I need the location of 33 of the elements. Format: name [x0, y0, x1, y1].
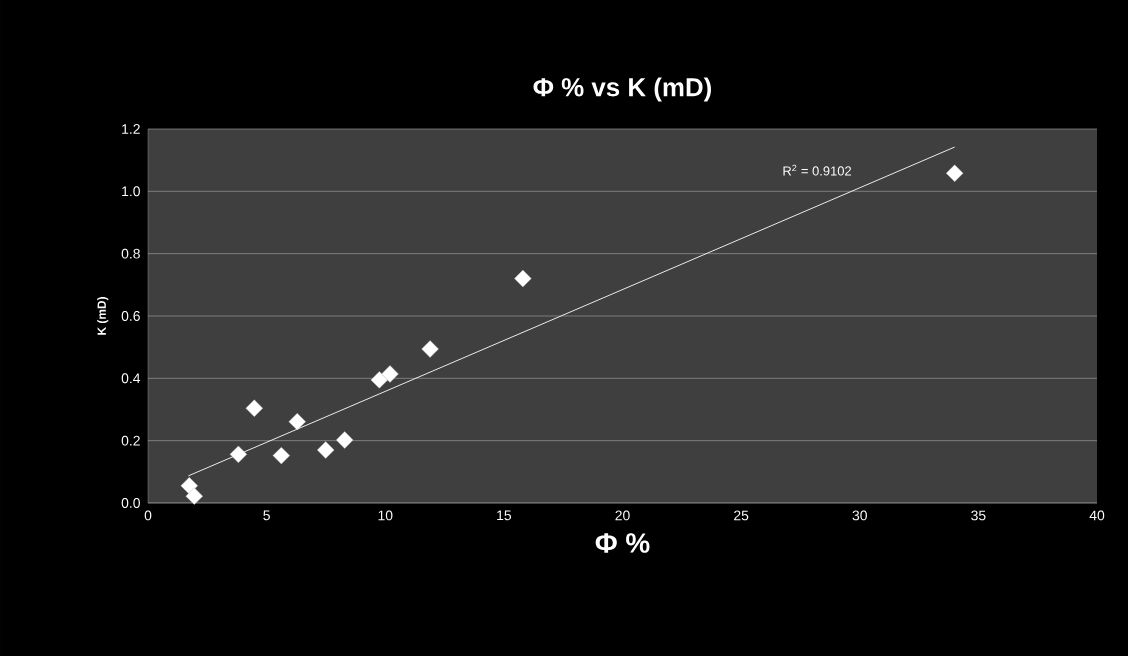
x-tick-label: 20 [615, 510, 630, 521]
x-tick-label: 10 [378, 510, 393, 521]
point [317, 441, 335, 459]
y-axis-title: K (mD) [97, 297, 109, 335]
annotation: R$^{2}$ = 0.9102 [783, 164, 852, 176]
point [421, 340, 439, 358]
point [381, 365, 399, 383]
point [370, 371, 388, 389]
y-tick-label: 0.0 [121, 498, 140, 508]
point [336, 431, 354, 449]
y-tick-label: 0.6 [121, 311, 140, 321]
y-tick-label: 0.8 [121, 248, 140, 259]
y-tick-label: 1.2 [122, 124, 140, 134]
x-axis-title: Φ % [595, 533, 650, 553]
y-tick-label: 0.2 [121, 435, 140, 446]
point [185, 487, 203, 505]
point [288, 412, 306, 431]
x-tick-label: 15 [497, 510, 512, 521]
point [180, 477, 198, 495]
point [245, 399, 263, 417]
chart-title: Φ % vs K (mD) [533, 77, 711, 102]
x-tick-label: 40 [1089, 510, 1105, 521]
point [229, 445, 248, 464]
point [514, 269, 532, 288]
x-tick-label: 35 [971, 510, 986, 521]
x-tick-label: 0 [144, 510, 152, 521]
point [272, 446, 290, 465]
x-tick-label: 5 [263, 510, 270, 521]
y-tick-label: 1.0 [122, 186, 140, 197]
x-tick-label: 30 [852, 510, 867, 521]
y-tick-label: 0.4 [121, 373, 141, 384]
point [946, 164, 964, 182]
x-tick-label: 25 [734, 510, 749, 521]
